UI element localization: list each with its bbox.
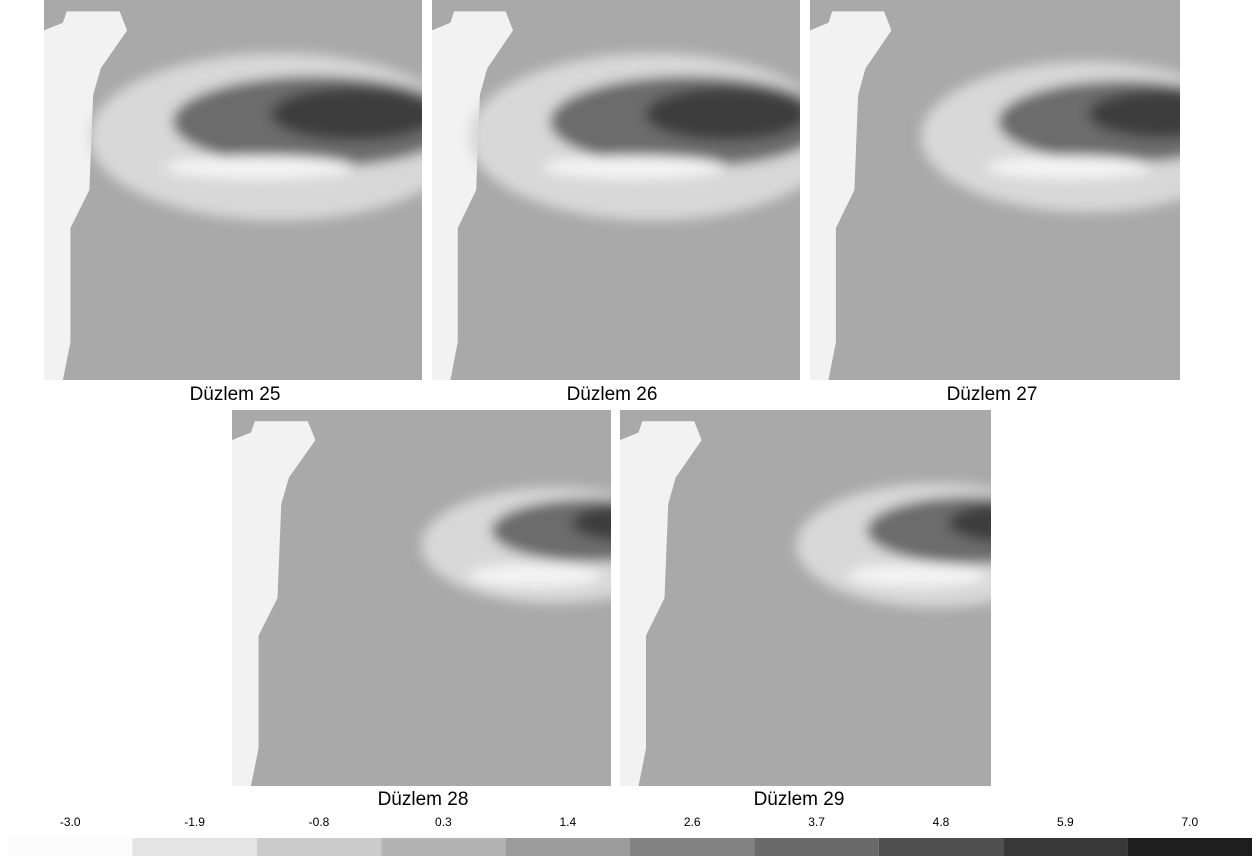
panel-body — [44, 0, 422, 380]
colorbar-label: 2.6 — [684, 815, 701, 829]
colorbar-label: 3.7 — [808, 815, 825, 829]
colorbar-label: 1.4 — [559, 815, 576, 829]
panel-body — [232, 410, 611, 786]
contours — [421, 487, 611, 604]
peak-core — [645, 87, 800, 141]
colorbar-label: -3.0 — [60, 815, 81, 829]
colorbar-swatch — [878, 838, 1004, 856]
panel-label: Düzlem 27 — [947, 384, 1038, 405]
white-band — [468, 564, 602, 587]
contour-panel: Düzlem 29 — [620, 410, 991, 810]
white-band — [985, 155, 1153, 179]
boundary — [620, 421, 702, 786]
contours — [921, 61, 1180, 213]
contours — [468, 53, 800, 221]
panel-label: Düzlem 25 — [190, 384, 281, 405]
panel-body — [432, 0, 800, 380]
colorbar-label: -0.8 — [309, 815, 330, 829]
white-band — [542, 155, 727, 179]
colorbar-swatch — [754, 838, 879, 856]
panel-label: Düzlem 26 — [567, 384, 658, 405]
boundary — [44, 11, 128, 380]
colorbar-swatch — [1003, 838, 1128, 856]
colorbar-label: 4.8 — [933, 815, 950, 829]
contour-panel: Düzlem 28 — [232, 410, 611, 810]
boundary — [810, 11, 892, 380]
panel-label: Düzlem 28 — [378, 789, 469, 810]
contours — [796, 483, 991, 608]
white-band — [847, 564, 987, 587]
peak-core — [1088, 90, 1180, 138]
boundary — [432, 11, 513, 380]
colorbar-swatch — [132, 838, 257, 856]
colorbar-swatch — [505, 838, 630, 856]
peak-core — [571, 505, 611, 541]
colorbar-label: -1.9 — [184, 815, 205, 829]
colorbar-swatch — [256, 838, 382, 856]
colorbar-label: 7.0 — [1181, 815, 1198, 829]
colorbar-swatch — [381, 838, 506, 856]
white-band — [164, 155, 354, 179]
panel-body — [620, 410, 991, 786]
panel-label: Düzlem 29 — [754, 789, 845, 810]
boundary — [232, 421, 316, 786]
colorbar-label: 0.3 — [435, 815, 452, 829]
colorbar-swatch — [1127, 838, 1252, 856]
contour-panel: Düzlem 27 — [810, 0, 1180, 405]
peak-core — [948, 503, 991, 542]
colorbar-swatch — [630, 838, 755, 856]
panel-body — [810, 0, 1180, 380]
contour-panel: Düzlem 25 — [44, 0, 422, 405]
contour-panel: Düzlem 26 — [432, 0, 800, 405]
colorbar-swatch — [8, 838, 133, 856]
peak-core — [270, 87, 422, 141]
contours — [89, 53, 422, 221]
colorbar-label: 5.9 — [1057, 815, 1074, 829]
